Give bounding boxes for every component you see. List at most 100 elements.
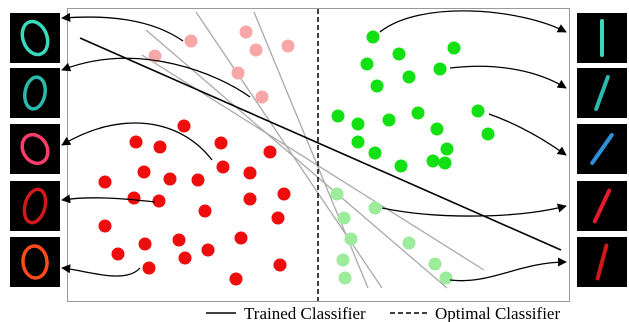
- mapping-arrow: [61, 122, 213, 161]
- data-points: [98, 25, 495, 286]
- mapping-arrow: [449, 65, 567, 89]
- green-point: [481, 127, 495, 141]
- candidate-classifier-lines: [141, 11, 485, 289]
- green-point: [426, 154, 440, 168]
- mapping-arrow: [61, 57, 251, 98]
- red-point: [216, 160, 230, 174]
- digit-zero-thumbnail: [10, 13, 60, 63]
- light-green-point: [344, 232, 358, 246]
- digit-one-stroke: [594, 75, 610, 111]
- legend-trained-label: Trained Classifier: [244, 304, 366, 322]
- green-point: [366, 30, 380, 44]
- red-point: [277, 187, 291, 201]
- light-green-point: [338, 271, 352, 285]
- green-point: [331, 109, 345, 123]
- red-point: [142, 261, 156, 275]
- green-point: [368, 146, 382, 160]
- red-point: [271, 211, 285, 225]
- legend: Trained Classifier Optimal Classifier: [206, 304, 560, 322]
- light-green-point: [337, 211, 351, 225]
- thumbnail-background: [10, 68, 60, 118]
- candidate-line: [195, 11, 383, 289]
- mapping-arrow: [449, 257, 567, 282]
- plot-frame: [67, 8, 570, 302]
- red-point: [129, 135, 143, 149]
- classifier-lines: [79, 9, 562, 301]
- light-red-point: [255, 90, 269, 104]
- green-point: [438, 156, 452, 170]
- red-point: [98, 219, 112, 233]
- green-point: [430, 122, 444, 136]
- green-point: [351, 117, 365, 131]
- light-red-point: [231, 66, 245, 80]
- green-point: [392, 47, 406, 61]
- green-point: [402, 70, 416, 84]
- red-point: [243, 192, 257, 206]
- green-point: [411, 106, 425, 120]
- red-point: [163, 172, 177, 186]
- light-red-point: [239, 25, 253, 39]
- digit-thumbnails: [10, 13, 627, 287]
- red-point: [191, 173, 205, 187]
- digit-zero-thumbnail: [10, 181, 60, 231]
- red-point: [214, 136, 228, 150]
- green-point: [394, 159, 408, 173]
- digit-zero-stroke: [21, 244, 49, 280]
- light-green-point: [336, 253, 350, 267]
- digit-one-stroke: [595, 243, 609, 281]
- digit-one-thumbnail: [577, 124, 627, 174]
- red-point: [177, 119, 191, 133]
- red-point: [229, 272, 243, 286]
- red-point: [198, 204, 212, 218]
- light-green-point: [428, 257, 442, 271]
- red-point: [273, 258, 287, 272]
- digit-zero-stroke: [20, 132, 50, 166]
- red-point: [172, 233, 186, 247]
- green-point: [351, 135, 365, 149]
- digit-zero-thumbnail: [10, 124, 60, 174]
- green-point: [471, 104, 485, 118]
- mapping-arrow: [61, 194, 156, 204]
- light-green-point: [368, 201, 382, 215]
- red-point: [263, 145, 277, 159]
- mapping-arrow: [488, 113, 567, 156]
- digit-zero-stroke: [22, 187, 48, 225]
- digit-zero-thumbnail: [10, 237, 60, 287]
- light-red-point: [184, 34, 198, 48]
- mapping-arrow: [381, 203, 567, 217]
- light-green-point: [330, 187, 344, 201]
- digit-one-thumbnail: [577, 237, 627, 287]
- mapping-arrow: [61, 12, 184, 42]
- thumbnail-background: [10, 124, 60, 174]
- red-point: [137, 165, 151, 179]
- red-point: [178, 251, 192, 265]
- digit-one-thumbnail: [577, 68, 627, 118]
- light-red-point: [148, 49, 162, 63]
- red-point: [152, 194, 166, 208]
- digit-one-stroke: [592, 188, 612, 224]
- mapping-arrow: [379, 10, 567, 33]
- light-green-point: [402, 236, 416, 250]
- red-point: [111, 247, 125, 261]
- red-point: [243, 166, 257, 180]
- green-point: [440, 142, 454, 156]
- light-green-point: [439, 271, 453, 285]
- digit-zero-stroke: [20, 19, 50, 57]
- trained-classifier-line: [79, 37, 562, 251]
- red-point: [234, 231, 248, 245]
- light-red-point: [281, 39, 295, 53]
- green-point: [360, 57, 374, 71]
- green-point: [433, 62, 447, 76]
- mapping-arrows: [61, 10, 567, 282]
- digit-one-thumbnail: [577, 181, 627, 231]
- mapping-arrow: [61, 264, 141, 277]
- green-point: [370, 79, 384, 93]
- digit-one-stroke: [590, 133, 614, 165]
- digit-zero-stroke: [23, 75, 47, 111]
- digit-zero-thumbnail: [10, 68, 60, 118]
- red-point: [138, 237, 152, 251]
- red-point: [201, 243, 215, 257]
- red-point: [127, 191, 141, 205]
- red-point: [98, 175, 112, 189]
